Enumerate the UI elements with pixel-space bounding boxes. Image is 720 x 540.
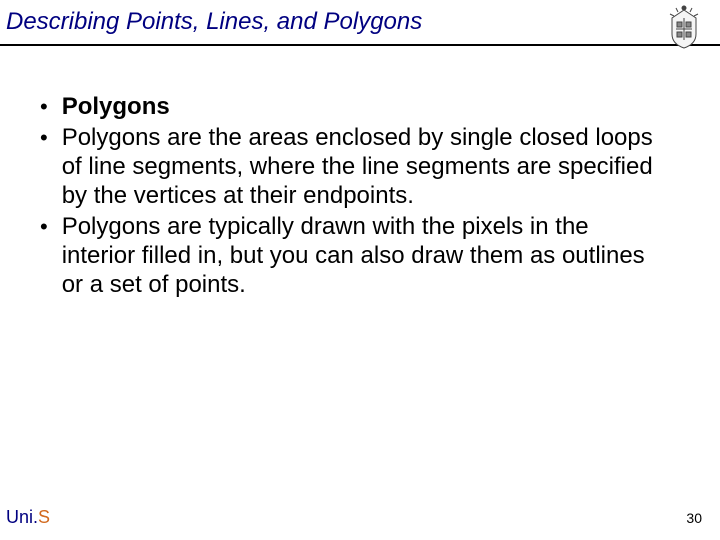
bullet-dot-icon: •: [40, 92, 48, 121]
bullet-item: • Polygons are typically drawn with the …: [34, 212, 660, 299]
footer-s-text: S: [38, 507, 50, 527]
page-number: 30: [686, 510, 702, 526]
footer-brand: Uni.S: [6, 507, 50, 528]
content-area: • Polygons • Polygons are the areas encl…: [34, 92, 660, 301]
bullet-dot-icon: •: [40, 123, 48, 152]
footer-uni-text: Uni.: [6, 507, 38, 527]
bullet-text: Polygons are typically drawn with the pi…: [62, 212, 660, 299]
slide-title: Describing Points, Lines, and Polygons: [6, 8, 422, 36]
bullet-text: Polygons: [62, 92, 170, 121]
university-crest-icon: [660, 4, 708, 52]
title-underline: [0, 44, 720, 46]
bullet-text: Polygons are the areas enclosed by singl…: [62, 123, 660, 210]
bullet-dot-icon: •: [40, 212, 48, 241]
bullet-item: • Polygons are the areas enclosed by sin…: [34, 123, 660, 210]
bullet-item: • Polygons: [34, 92, 660, 121]
